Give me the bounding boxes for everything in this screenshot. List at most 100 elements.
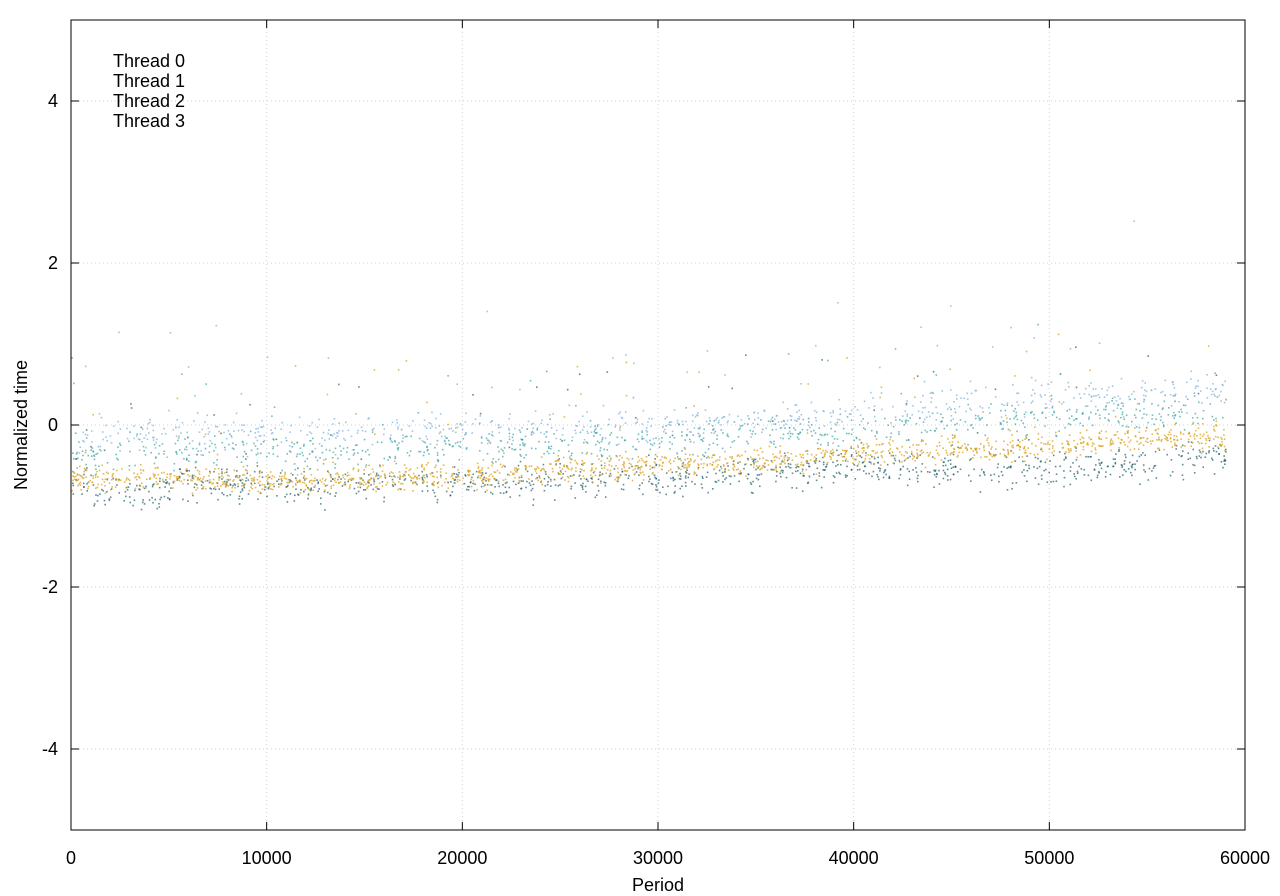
data-point bbox=[293, 443, 295, 445]
data-point bbox=[906, 468, 909, 470]
data-point bbox=[1112, 458, 1115, 460]
data-point bbox=[191, 475, 194, 478]
data-point bbox=[404, 471, 407, 473]
data-point bbox=[566, 467, 569, 469]
data-point bbox=[1126, 432, 1129, 434]
data-point bbox=[1091, 424, 1094, 427]
grid-lines bbox=[71, 20, 1245, 830]
data-point bbox=[907, 420, 909, 422]
data-point bbox=[155, 456, 157, 458]
data-point bbox=[844, 410, 847, 412]
data-point bbox=[1002, 427, 1004, 430]
data-point bbox=[400, 482, 402, 485]
data-point bbox=[1087, 474, 1090, 477]
data-point bbox=[327, 491, 329, 494]
data-point bbox=[524, 465, 526, 467]
data-point bbox=[516, 471, 518, 473]
data-point bbox=[485, 480, 487, 482]
data-point bbox=[506, 441, 509, 444]
data-point bbox=[903, 424, 906, 426]
data-point bbox=[184, 448, 186, 451]
data-point bbox=[1005, 456, 1008, 459]
data-point bbox=[674, 490, 676, 493]
data-point bbox=[1208, 450, 1210, 452]
data-point bbox=[200, 480, 202, 482]
data-point bbox=[967, 428, 969, 431]
data-point bbox=[456, 383, 458, 385]
data-point bbox=[1125, 425, 1128, 428]
data-point bbox=[325, 458, 327, 460]
data-point bbox=[982, 471, 985, 473]
data-point bbox=[538, 475, 541, 478]
data-point bbox=[298, 480, 300, 482]
data-point bbox=[1025, 436, 1028, 439]
data-point bbox=[330, 476, 332, 479]
data-point bbox=[383, 457, 386, 460]
data-point bbox=[568, 450, 570, 453]
data-point bbox=[525, 454, 527, 456]
data-point bbox=[360, 482, 363, 485]
data-point bbox=[357, 482, 360, 484]
data-point bbox=[84, 469, 87, 471]
data-point bbox=[636, 421, 639, 423]
data-point bbox=[448, 428, 450, 430]
data-point bbox=[421, 466, 423, 468]
data-point bbox=[548, 447, 550, 450]
data-point bbox=[967, 403, 969, 406]
data-point bbox=[655, 484, 657, 486]
data-point bbox=[1140, 437, 1142, 439]
data-point bbox=[261, 419, 263, 422]
data-point bbox=[872, 450, 875, 452]
data-point bbox=[268, 487, 271, 489]
data-point bbox=[365, 497, 368, 500]
data-point bbox=[520, 474, 523, 477]
data-point bbox=[1034, 456, 1037, 459]
data-point bbox=[916, 444, 918, 446]
data-point bbox=[591, 481, 594, 483]
data-point bbox=[917, 474, 919, 477]
data-point bbox=[424, 425, 426, 428]
data-point bbox=[324, 485, 327, 487]
data-point bbox=[900, 453, 903, 456]
data-point bbox=[226, 474, 229, 477]
data-point bbox=[561, 468, 564, 470]
data-point bbox=[921, 449, 923, 451]
data-point bbox=[242, 478, 244, 481]
data-point bbox=[687, 462, 689, 465]
data-point bbox=[145, 485, 147, 488]
data-point bbox=[285, 478, 287, 480]
data-point bbox=[821, 359, 823, 361]
data-point bbox=[411, 430, 414, 432]
data-point bbox=[701, 439, 703, 441]
data-point bbox=[843, 455, 846, 458]
data-point bbox=[645, 463, 647, 466]
data-point bbox=[1089, 456, 1092, 458]
data-point bbox=[604, 465, 606, 467]
data-point bbox=[656, 489, 659, 491]
data-point bbox=[99, 493, 101, 495]
data-point bbox=[654, 476, 656, 479]
data-point bbox=[853, 447, 855, 450]
data-point bbox=[491, 431, 494, 433]
data-point bbox=[1181, 455, 1183, 457]
data-point bbox=[987, 442, 990, 444]
x-tick-label: 30000 bbox=[633, 848, 683, 868]
data-point bbox=[733, 464, 735, 466]
data-point bbox=[693, 405, 695, 407]
data-point bbox=[979, 418, 982, 420]
data-point bbox=[344, 473, 347, 476]
data-point bbox=[83, 473, 85, 476]
data-point bbox=[1173, 411, 1175, 414]
data-point bbox=[1111, 400, 1113, 402]
data-point bbox=[625, 470, 627, 472]
data-point bbox=[809, 459, 812, 461]
data-point bbox=[624, 422, 627, 424]
data-point bbox=[651, 483, 654, 485]
data-point bbox=[1190, 370, 1193, 373]
data-point bbox=[191, 440, 194, 442]
data-point bbox=[1094, 449, 1097, 451]
data-point bbox=[826, 463, 828, 466]
data-point bbox=[1004, 409, 1007, 412]
data-point bbox=[1033, 413, 1035, 416]
data-point bbox=[376, 441, 379, 443]
